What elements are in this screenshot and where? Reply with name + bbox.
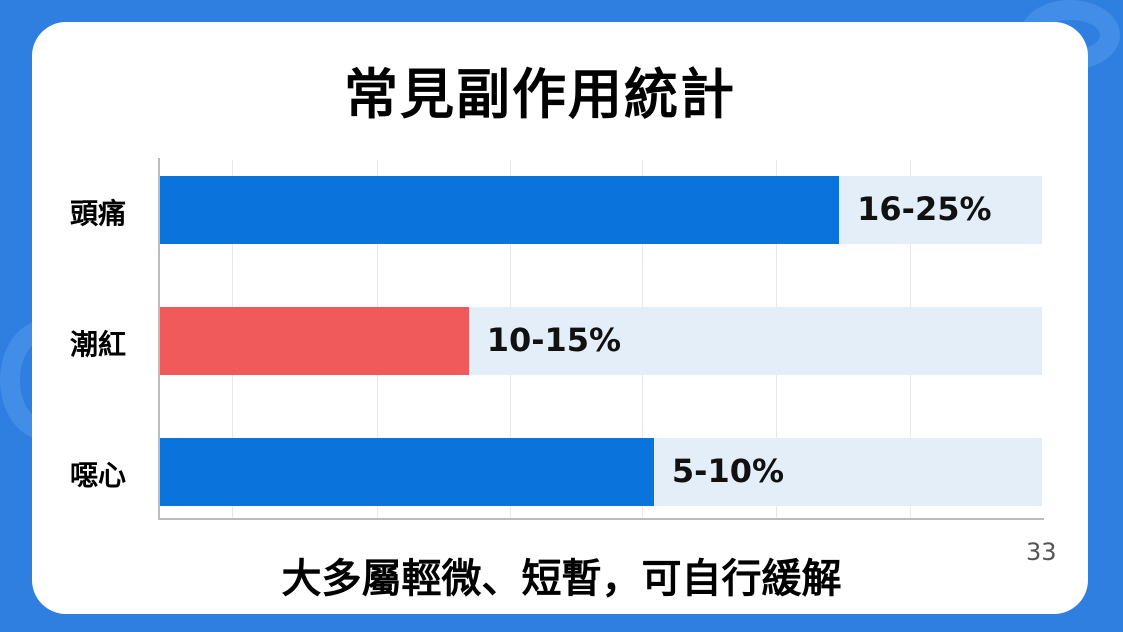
category-label: 頭痛 [70, 197, 127, 230]
bar [160, 307, 469, 375]
category-label: 潮紅 [70, 328, 127, 361]
bar-track: 5-10% [160, 438, 1042, 506]
bar [160, 438, 654, 506]
bar-track: 16-25% [160, 176, 1042, 244]
category-label: 噁心 [70, 459, 127, 492]
slide-title: 常見副作用統計 [344, 63, 736, 126]
footer-note: 大多屬輕微、短暫，可自行緩解 [281, 556, 842, 602]
data-label: 10-15% [486, 321, 622, 359]
data-label: 5-10% [671, 452, 785, 490]
bar [160, 176, 840, 244]
y-axis [158, 158, 160, 520]
x-axis [158, 518, 1044, 520]
bar-track: 10-15% [160, 307, 1042, 375]
data-label: 16-25% [857, 190, 992, 228]
page-number: 33 [1026, 538, 1057, 566]
